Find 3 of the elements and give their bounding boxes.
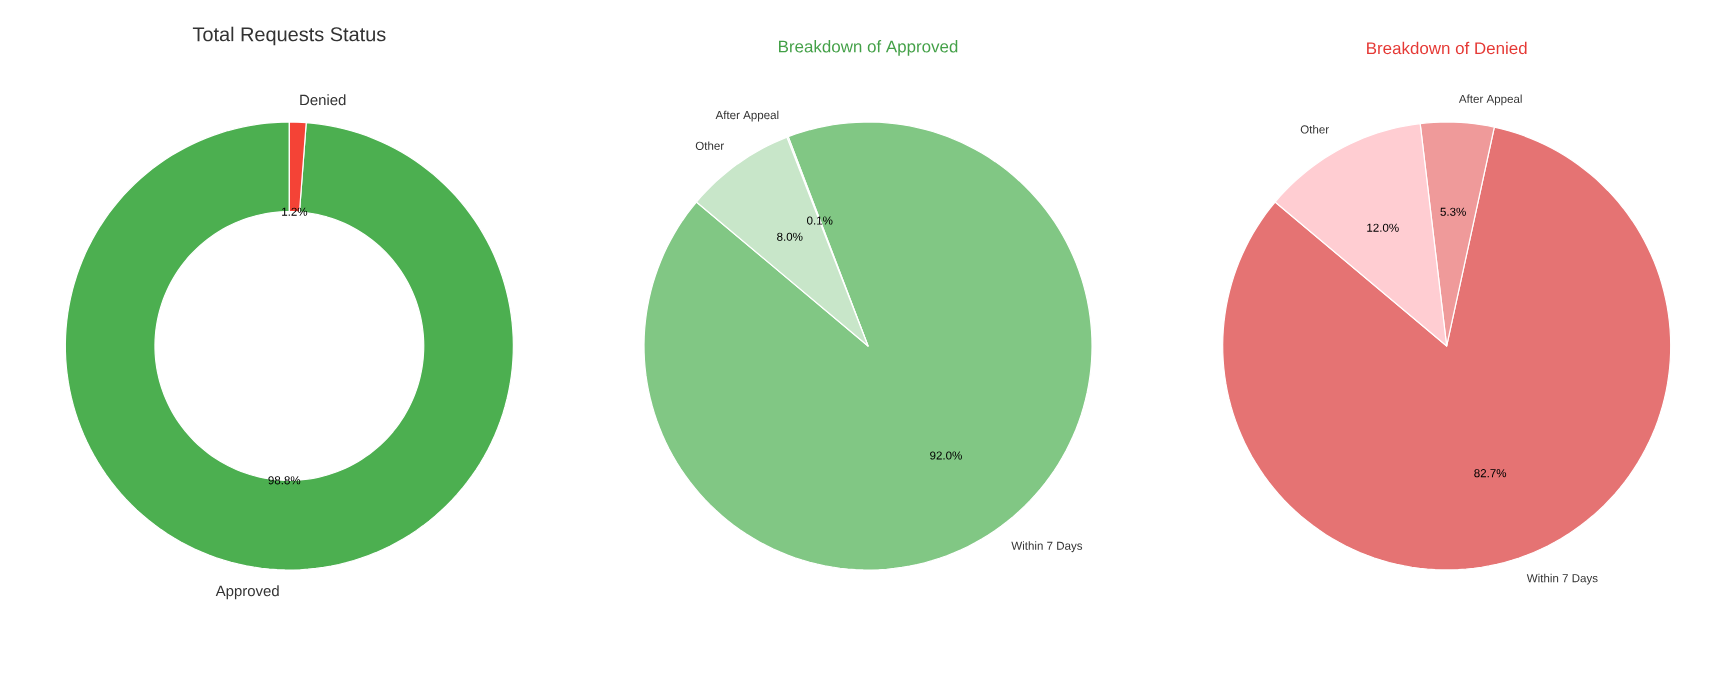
- chart-title: Breakdown of Approved: [779, 40, 958, 56]
- chart-title: Total Requests Status: [192, 26, 386, 46]
- chart-title: Breakdown of Denied: [1367, 41, 1527, 55]
